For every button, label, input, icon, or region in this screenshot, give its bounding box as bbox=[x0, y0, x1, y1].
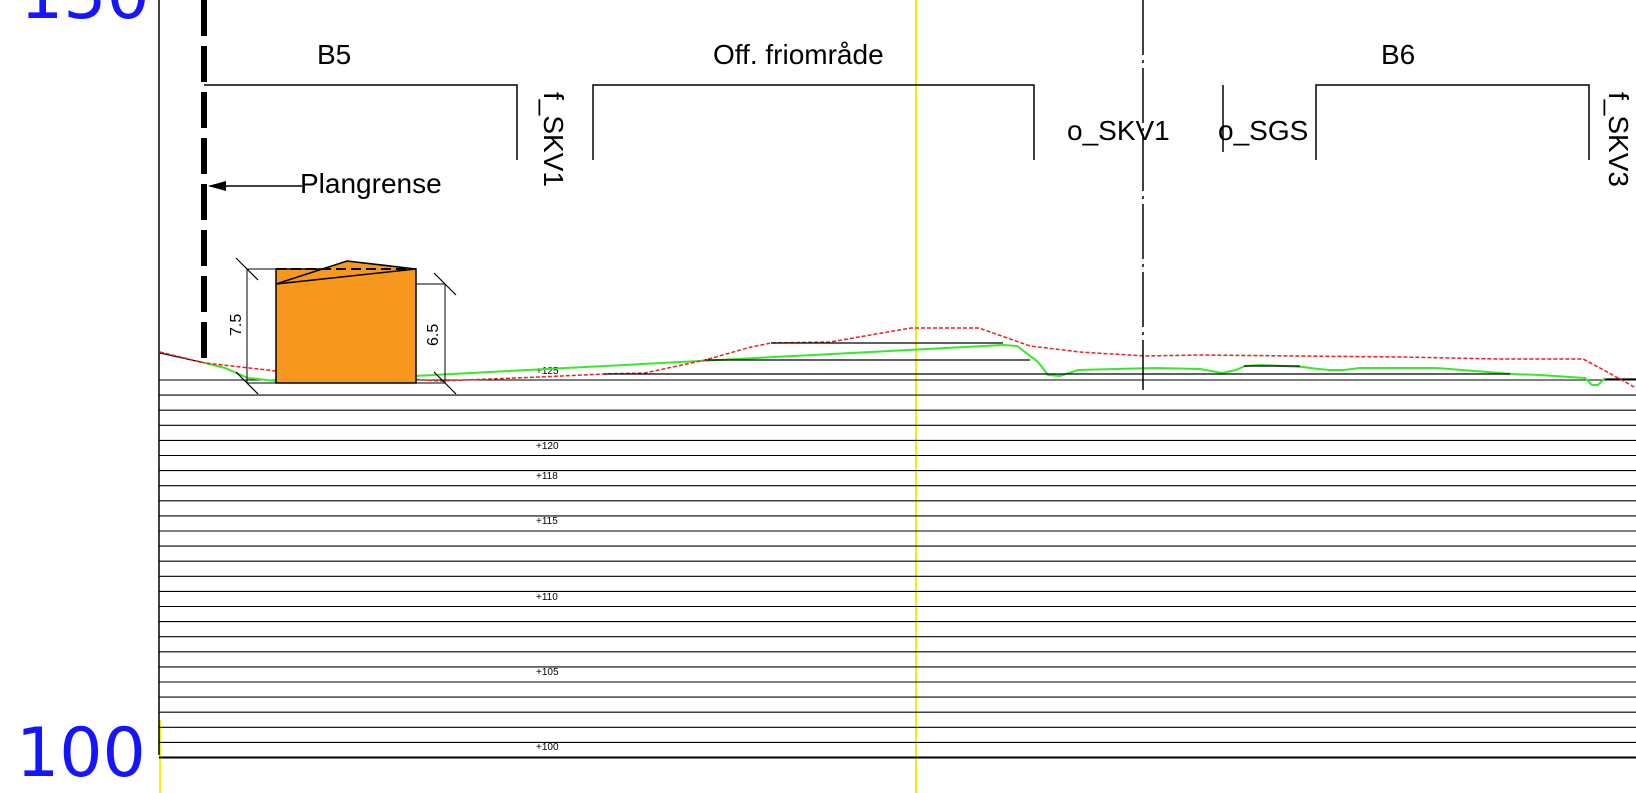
elevation-labels: +125 +120 +118 +115 +110 +105 +100 bbox=[536, 366, 559, 753]
elevation-label-115: +115 bbox=[536, 516, 558, 527]
zone-label-o-skv1: o_SKV1 bbox=[1067, 115, 1170, 146]
elevation-grid bbox=[159, 379, 1636, 759]
elevation-label-118: +118 bbox=[536, 471, 558, 482]
zone-label-o-sgs: o_SGS bbox=[1218, 115, 1308, 146]
plan-boundary-arrow-icon bbox=[208, 181, 226, 191]
axis-label-150: 150 bbox=[20, 0, 150, 35]
building-body bbox=[275, 268, 417, 384]
elevation-label-100: +100 bbox=[536, 742, 559, 753]
fill-profile-lines bbox=[604, 342, 1510, 375]
axis-label-100: 100 bbox=[16, 714, 146, 793]
elevation-label-120: +120 bbox=[536, 441, 559, 452]
building-height-right: 6.5 bbox=[425, 324, 442, 346]
building-roof bbox=[275, 260, 417, 285]
proposed-terrain-line bbox=[159, 327, 1636, 389]
zone-label-off-friomrade: Off. friområde bbox=[713, 39, 884, 70]
plan-boundary-label: Plangrense bbox=[300, 168, 442, 199]
zone-label-b6: B6 bbox=[1381, 39, 1415, 70]
zone-label-b5: B5 bbox=[317, 39, 351, 70]
zone-label-f-skv1: f_SKV1 bbox=[538, 92, 569, 187]
zone-brackets bbox=[204, 84, 1590, 160]
building-height-left: 7.5 bbox=[228, 314, 245, 336]
elevation-label-125: +125 bbox=[536, 366, 559, 377]
zone-label-f-skv3: f_SKV3 bbox=[1603, 92, 1634, 187]
elevation-label-110: +110 bbox=[536, 592, 558, 603]
elevation-label-105: +105 bbox=[536, 667, 559, 678]
building-section: 7.5 6.5 bbox=[228, 257, 457, 395]
